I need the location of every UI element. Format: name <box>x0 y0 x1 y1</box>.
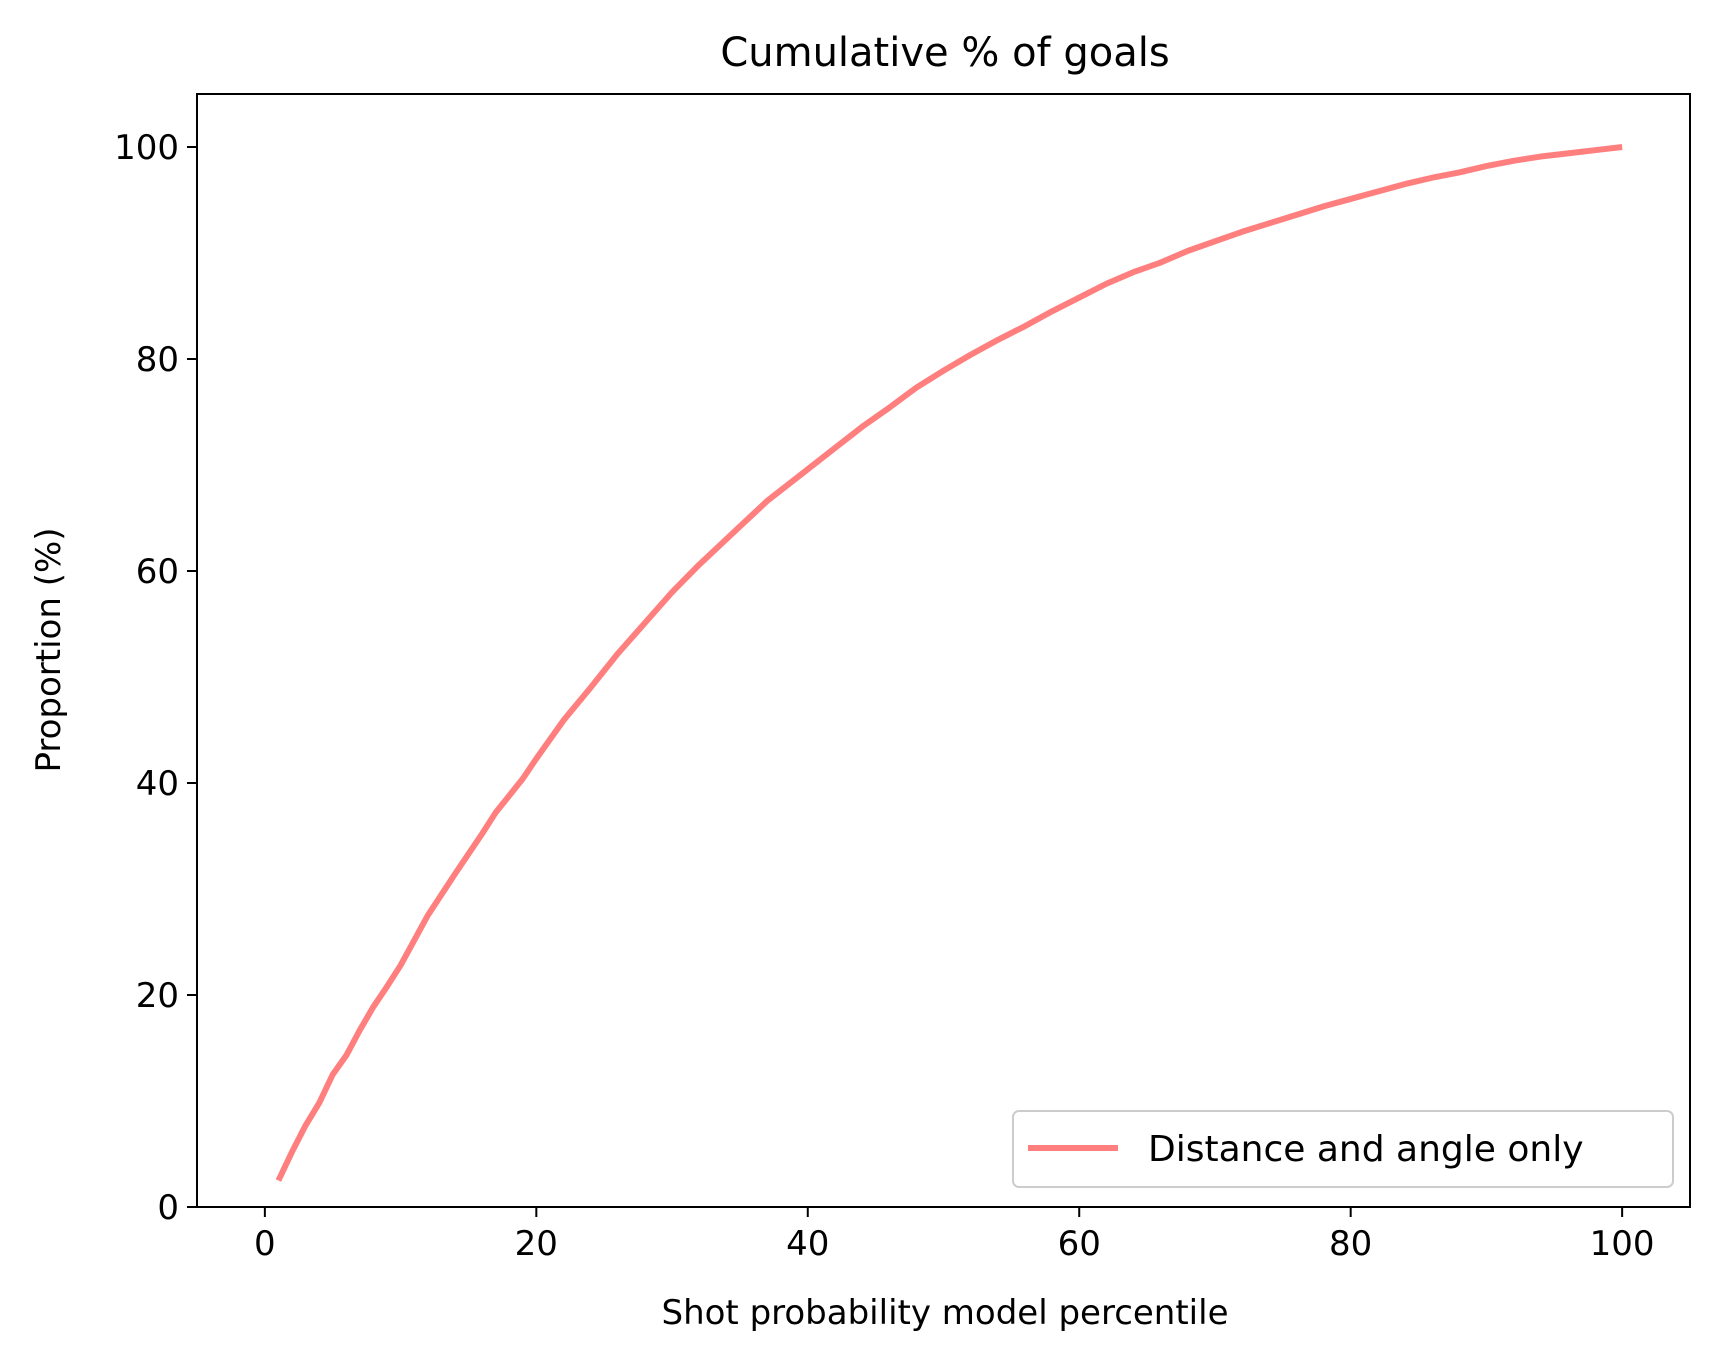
x-tick-label: 40 <box>786 1224 829 1264</box>
x-axis-label: Shot probability model percentile <box>662 1293 1229 1333</box>
y-axis-label: Proportion (%) <box>29 527 69 772</box>
chart-title: Cumulative % of goals <box>720 30 1169 76</box>
y-tick-label: 80 <box>136 340 179 380</box>
x-axis-ticks: 0 20 40 60 80 100 <box>254 1207 1655 1264</box>
y-axis-ticks: 0 20 40 60 80 100 <box>114 128 197 1228</box>
axes-frame <box>196 93 1691 1208</box>
y-tick-label: 20 <box>136 976 179 1016</box>
x-tick-label: 20 <box>515 1224 558 1264</box>
x-tick-label: 60 <box>1058 1224 1101 1264</box>
series-layer <box>275 144 1623 1182</box>
y-tick-label: 40 <box>136 764 179 804</box>
series-line-0 <box>275 144 1623 1182</box>
y-tick-label: 100 <box>114 128 179 168</box>
legend-label: Distance and angle only <box>1148 1129 1584 1170</box>
y-tick-label: 60 <box>136 552 179 592</box>
legend-box <box>1012 1110 1674 1188</box>
legend: Distance and angle only <box>1012 1110 1674 1188</box>
x-tick-label: 100 <box>1590 1224 1655 1264</box>
x-tick-label: 80 <box>1329 1224 1372 1264</box>
x-tick-label: 0 <box>254 1224 276 1264</box>
y-tick-label: 0 <box>157 1188 179 1228</box>
